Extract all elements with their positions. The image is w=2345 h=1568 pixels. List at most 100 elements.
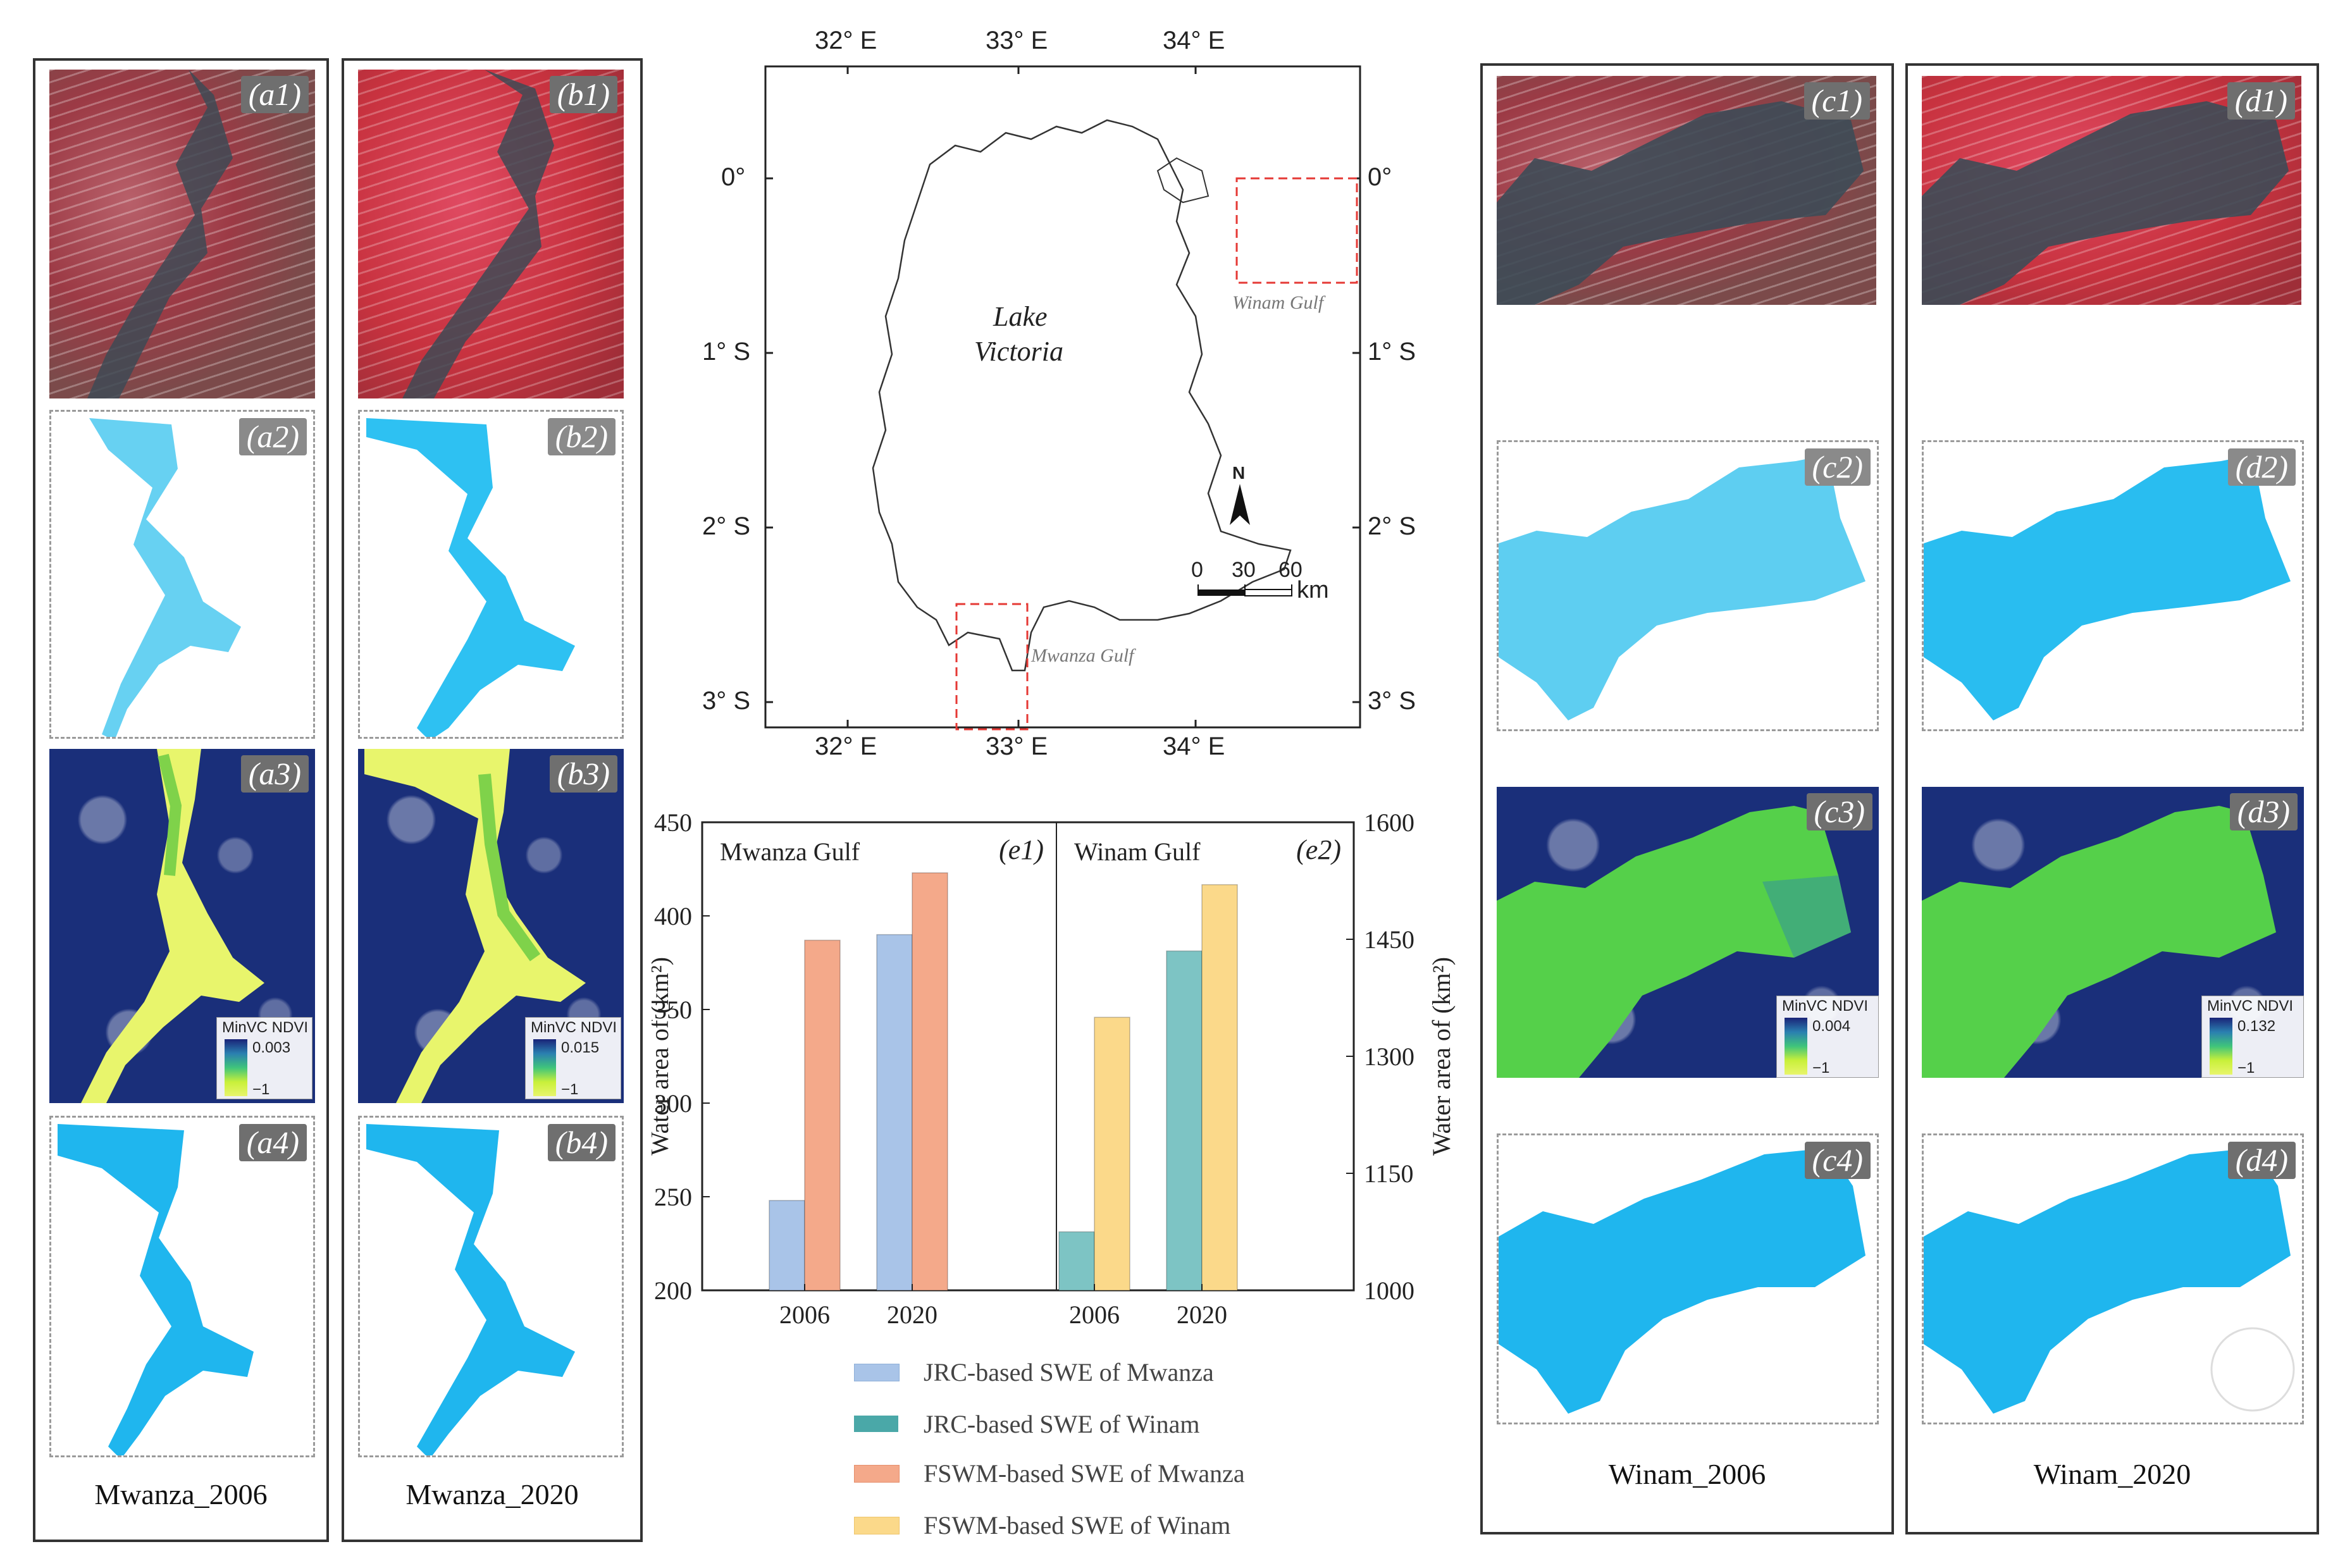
lake-label-line1: Lake: [993, 301, 1048, 332]
ndvi-colorbar: [1785, 1018, 1807, 1075]
y-axis-label: Water area of (km²): [652, 957, 674, 1156]
ndvi-legend-title: MinVC NDVI: [1782, 997, 1869, 1015]
ndvi-legend-max: 0.015: [561, 1039, 600, 1056]
y-tick-label: 350: [654, 996, 692, 1024]
ndvi-colorbar: [2210, 1018, 2232, 1075]
map-left-tick-1: 0°: [721, 163, 746, 191]
ndvi-legend-b3: MinVC NDVI 0.015 −1: [525, 1017, 621, 1099]
x-tick-label: 2006: [1069, 1300, 1120, 1329]
legend-row-3: FSWM-based SWE of Mwanza: [854, 1456, 1297, 1491]
panel-label-c2: (c2): [1804, 448, 1871, 486]
ndvi-legend-min: −1: [1812, 1059, 1830, 1077]
ndvi-map-b3: (b3) MinVC NDVI 0.015 −1: [358, 749, 624, 1103]
map-right-tick-2: 1° S: [1368, 338, 1416, 366]
north-label: N: [1232, 463, 1246, 483]
y-axis-label: Water area of (km²): [1427, 957, 1456, 1156]
bar: [1094, 1016, 1130, 1291]
x-tick-label: 2020: [887, 1300, 937, 1329]
bar: [804, 939, 841, 1291]
water-area-chart: 200 250 300 350 400 450 Water area of (km²) Mwa…: [652, 791, 1474, 1562]
map-left-tick-3: 2° S: [702, 512, 751, 540]
ndvi-legend-c3: MinVC NDVI 0.004 −1: [1776, 996, 1879, 1078]
map-left-tick-2: 1° S: [702, 338, 751, 366]
panel-label-b1: (b1): [549, 76, 617, 113]
legend-row-4: FSWM-based SWE of Winam: [854, 1508, 1297, 1543]
ndvi-legend-d3: MinVC NDVI 0.132 −1: [2201, 996, 2304, 1078]
ndvi-map-a3: (a3) MinVC NDVI 0.003 −1: [49, 749, 315, 1103]
water-map-b2: (b2): [358, 410, 624, 739]
bar: [912, 872, 948, 1291]
legend-row-1: JRC-based SWE of Mwanza: [854, 1355, 1297, 1390]
panel-title: Mwanza Gulf: [720, 837, 860, 866]
column-winam-2006: (c1) (c2) (c3) MinVC NDVI 0.004 −1 (c4) …: [1480, 63, 1894, 1534]
ndvi-legend-min: −1: [561, 1081, 579, 1098]
ndvi-legend-title: MinVC NDVI: [2207, 997, 2294, 1015]
y-tick-label: 1000: [1364, 1276, 1414, 1305]
water-map-a2: (a2): [49, 410, 315, 739]
bar: [769, 1200, 805, 1291]
panel-label-d2: (d2): [2227, 448, 2296, 486]
panel-label-c3: (c3): [1806, 793, 1872, 830]
satellite-image-d1: (d1): [1922, 76, 2301, 305]
y-tick-label: 250: [654, 1183, 692, 1211]
y-tick-label: 450: [654, 808, 692, 837]
panel-label-d3: (d3): [2229, 793, 2298, 830]
map-top-tick-3: 34° E: [1163, 27, 1225, 54]
legend-label-jrc-winam: JRC-based SWE of Winam: [924, 1410, 1200, 1438]
legend-swatch-jrc-mwanza: [854, 1364, 900, 1381]
water-map-d2: (d2): [1922, 440, 2304, 731]
bar: [1201, 884, 1238, 1291]
caption-winam-2020: Winam_2020: [2033, 1458, 2191, 1490]
mwanza-gulf-label: Mwanza Gulf: [1031, 645, 1134, 666]
map-bottom-tick-1: 32° E: [815, 732, 877, 760]
map-bottom-tick-3: 34° E: [1163, 732, 1225, 760]
panel-label-a3: (a3): [240, 755, 309, 793]
panel-label-b3: (b3): [549, 755, 617, 793]
legend-swatch-fswm-mwanza: [854, 1465, 900, 1483]
satellite-image-a1: (a1): [49, 70, 315, 398]
map-left-tick-4: 3° S: [702, 687, 751, 715]
panel-id: (e1): [999, 834, 1044, 865]
panel-label-d1: (d1): [2227, 82, 2295, 120]
panel-label-b2: (b2): [547, 418, 616, 455]
caption-mwanza-2006: Mwanza_2006: [94, 1478, 268, 1510]
map-right-tick-4: 3° S: [1368, 687, 1416, 715]
lake-label-line2: Victoria: [974, 336, 1063, 367]
scale-tick-0: 0: [1191, 558, 1203, 582]
panel-label-a1: (a1): [240, 76, 309, 113]
y-tick-label: 1150: [1364, 1159, 1414, 1188]
panel-label-b4: (b4): [547, 1124, 616, 1161]
panel-label-c1: (c1): [1804, 82, 1870, 120]
panel-label-d4: (d4): [2227, 1142, 2296, 1179]
y-tick-label: 1450: [1364, 925, 1414, 954]
ndvi-map-d3: (d3) MinVC NDVI 0.132 −1: [1922, 787, 2304, 1078]
lake-victoria-map: 32° E 33° E 34° E 32° E 33° E 34° E 0° 1…: [652, 13, 1474, 760]
map-right-tick-3: 2° S: [1368, 512, 1416, 540]
ndvi-legend-max: 0.003: [252, 1039, 291, 1056]
ndvi-legend-min: −1: [2237, 1059, 2255, 1077]
ndvi-legend-max: 0.132: [2237, 1018, 2276, 1035]
legend-label-fswm-mwanza: FSWM-based SWE of Mwanza: [924, 1459, 1245, 1488]
column-mwanza-2020: (b1) (b2) (b3) MinVC NDVI 0.015 −1 (b4) …: [342, 58, 643, 1542]
panel-id: (e2): [1296, 834, 1341, 865]
bar: [876, 934, 913, 1291]
legend-row-2: JRC-based SWE of Winam: [854, 1407, 1297, 1442]
panel-label-a4: (a4): [238, 1124, 307, 1161]
ndvi-colorbar: [533, 1039, 556, 1096]
water-map-b4: (b4): [358, 1116, 624, 1457]
map-top-tick-1: 32° E: [815, 27, 877, 54]
ndvi-legend-max: 0.004: [1812, 1018, 1851, 1035]
bar: [1058, 1231, 1095, 1291]
x-tick-label: 2020: [1177, 1300, 1227, 1329]
y-tick-label: 200: [654, 1276, 692, 1305]
y-tick-label: 400: [654, 902, 692, 930]
panel-label-a2: (a2): [238, 418, 307, 455]
column-winam-2020: (d1) (d2) (d3) MinVC NDVI 0.132 −1 (d4) …: [1905, 63, 2319, 1534]
water-map-c4: (c4): [1497, 1133, 1879, 1424]
water-map-d4: (d4): [1922, 1133, 2304, 1424]
lake-outline: [872, 119, 1292, 672]
panel-title: Winam Gulf: [1074, 837, 1201, 866]
water-map-c2: (c2): [1497, 440, 1879, 731]
ndvi-colorbar: [225, 1039, 247, 1096]
legend-swatch-jrc-winam: [854, 1416, 898, 1432]
